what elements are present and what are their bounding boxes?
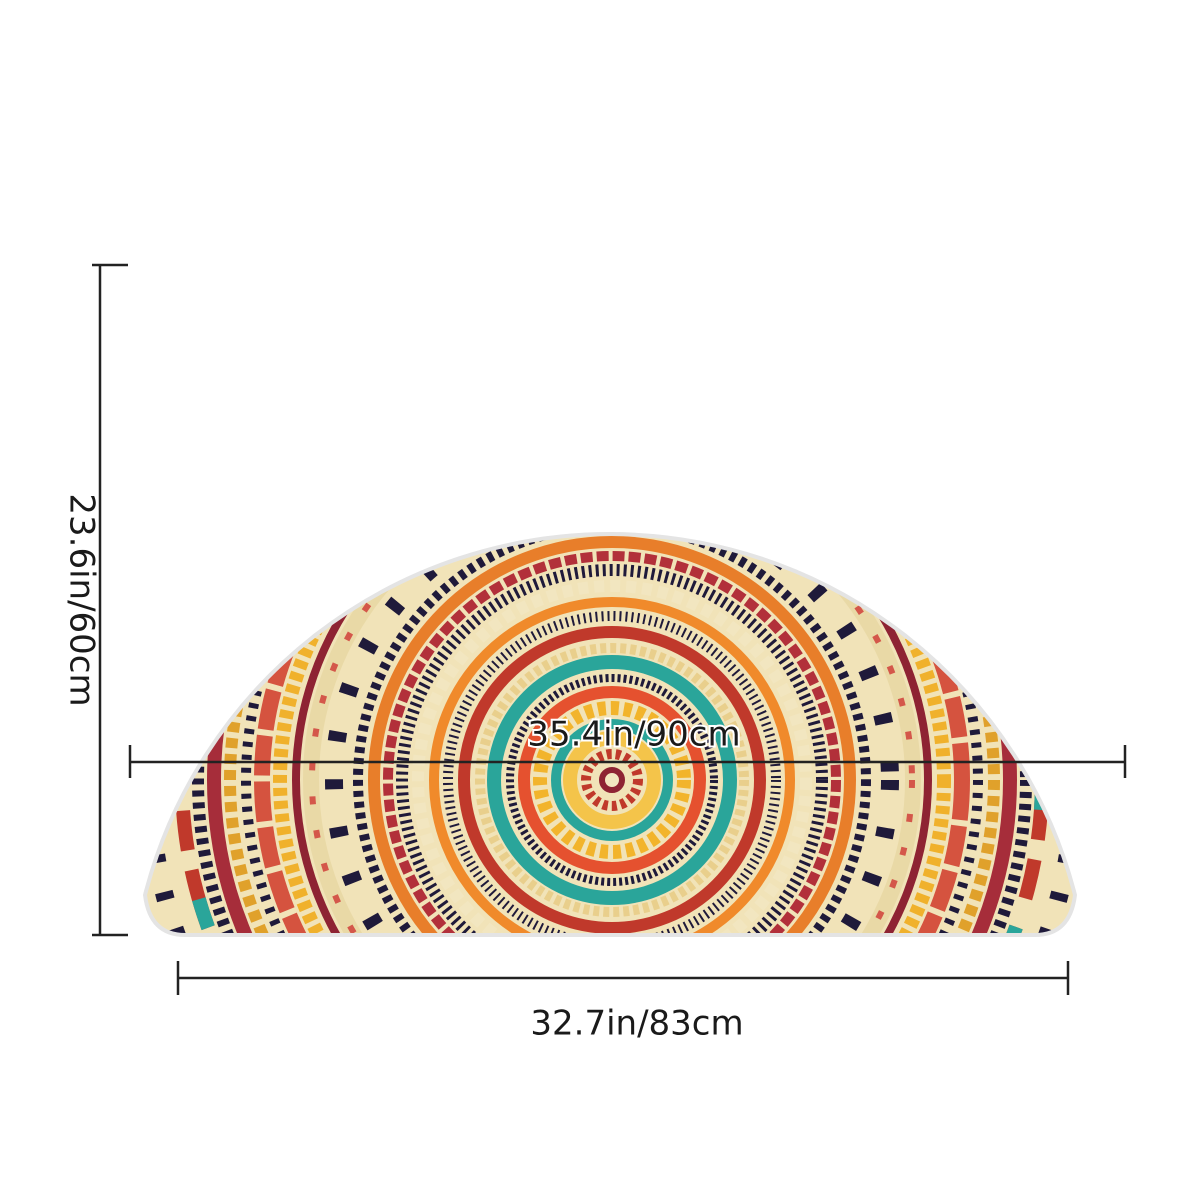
width-dimension: 32.7in/83cm [176,961,1070,1044]
height-dimension: 23.6in/60cm [62,263,128,937]
width-label: 32.7in/83cm [530,1004,743,1044]
height-label: 23.6in/60cm [62,493,102,706]
diameter-dimension: 35.4in/90cm [128,713,1127,778]
diameter-label: 35.4in/90cm [527,715,740,755]
rug-edge [142,532,1078,937]
